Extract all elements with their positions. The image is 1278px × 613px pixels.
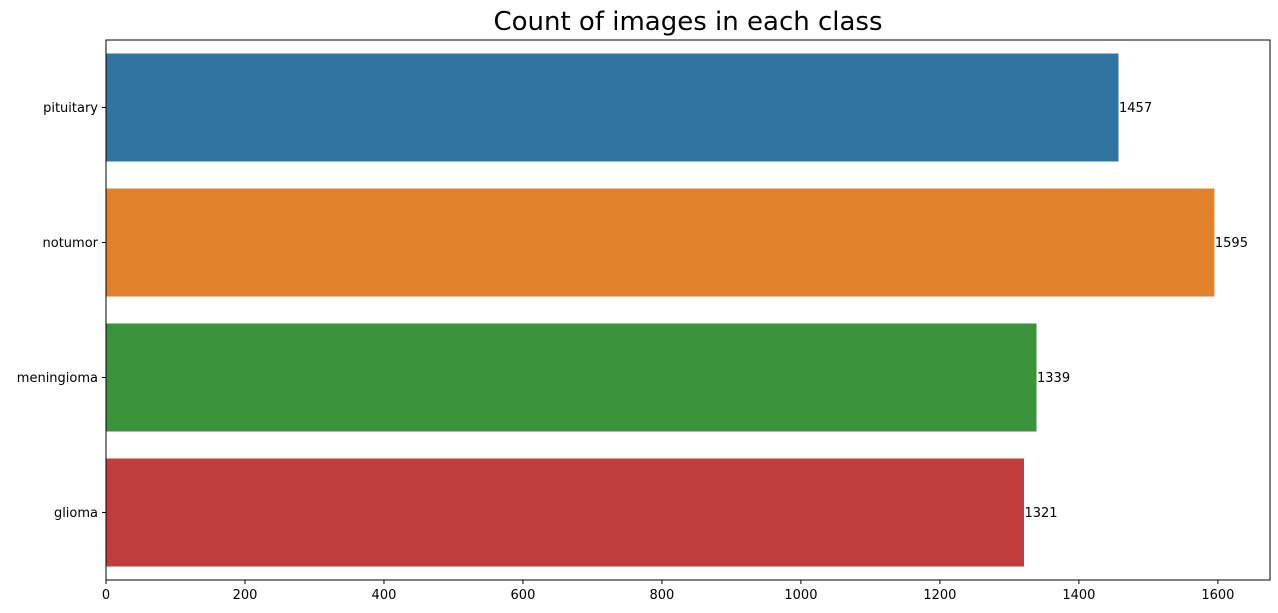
y-tick-label-pituitary: pituitary (43, 101, 98, 116)
bar-glioma (106, 458, 1024, 567)
chart-title: Count of images in each class (493, 7, 883, 37)
x-tick-label: 200 (233, 588, 258, 603)
x-tick-label: 600 (511, 588, 536, 603)
x-tick-label: 800 (650, 588, 675, 603)
data-labels-group: 1457 1595 1339 1321 (1024, 101, 1248, 521)
data-label-pituitary: 1457 (1119, 101, 1152, 116)
plot-frame (105, 39, 1271, 581)
x-tick-label: 0 (102, 588, 110, 603)
y-tick-label-meningioma: meningioma (17, 371, 98, 386)
y-tick-label-notumor: notumor (43, 236, 99, 251)
x-tick-label: 1000 (784, 588, 817, 603)
bar-pituitary (106, 53, 1119, 162)
x-axis: 0 200 400 600 800 1000 1200 1400 1600 (102, 580, 1234, 603)
y-axis: pituitary notumor meningioma glioma (17, 101, 106, 521)
x-tick-label: 1400 (1062, 588, 1095, 603)
x-tick-label: 1200 (923, 588, 956, 603)
bars-group (106, 53, 1215, 567)
data-label-notumor: 1595 (1215, 236, 1248, 251)
data-label-meningioma: 1339 (1037, 371, 1070, 386)
bar-meningioma (106, 323, 1037, 432)
x-tick-label: 400 (372, 588, 397, 603)
bar-notumor (106, 188, 1215, 297)
x-tick-label: 1600 (1201, 588, 1234, 603)
y-tick-label-glioma: glioma (54, 506, 98, 521)
data-label-glioma: 1321 (1024, 506, 1057, 521)
